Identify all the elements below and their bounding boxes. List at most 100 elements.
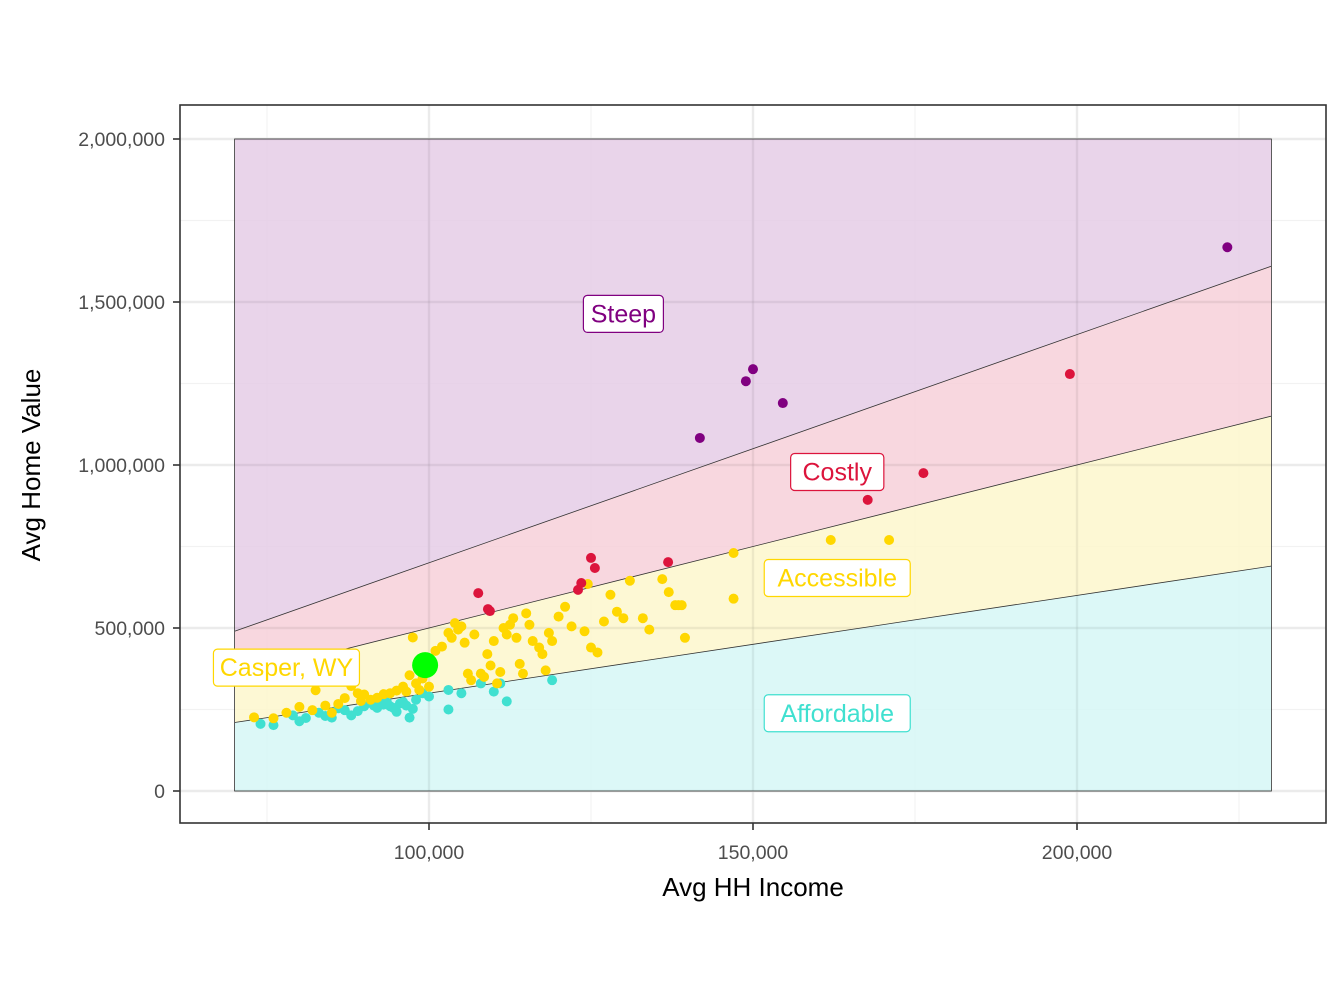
label-affordable: Affordable <box>763 694 911 733</box>
data-point-accessible <box>644 624 655 635</box>
data-point-accessible <box>637 613 648 624</box>
y-tick-label: 2,000,000 <box>78 129 165 151</box>
y-tick-label: 1,000,000 <box>78 455 165 477</box>
data-point-accessible <box>598 616 609 627</box>
data-point-accessible <box>514 658 525 669</box>
data-point-costly <box>862 494 873 505</box>
svg-text:Steep: Steep <box>591 300 656 328</box>
data-point-accessible <box>501 629 512 640</box>
boundary-line-ratio-7 <box>234 265 1272 632</box>
data-point-accessible <box>268 713 279 724</box>
data-point-steep <box>694 432 705 443</box>
data-point-accessible <box>605 589 616 600</box>
x-axis: 100,000 150,000 200,000 <box>394 823 1113 864</box>
data-point-accessible <box>676 600 687 611</box>
region-boundary-lines <box>234 138 1272 792</box>
data-point-affordable <box>424 691 434 702</box>
data-point-accessible <box>618 613 629 624</box>
data-point-accessible <box>657 574 668 585</box>
data-point-accessible <box>825 534 836 545</box>
data-point-accessible <box>485 660 496 671</box>
label-steep: Steep <box>582 294 665 334</box>
svg-text:Casper, WY: Casper, WY <box>220 654 354 682</box>
data-point-affordable <box>255 718 266 729</box>
data-point-costly <box>589 563 600 574</box>
data-point-accessible <box>624 575 635 586</box>
svg-text:Costly: Costly <box>803 459 873 487</box>
data-point-accessible <box>517 668 528 679</box>
data-point-affordable <box>443 704 454 715</box>
x-tick-label: 200,000 <box>1042 842 1113 864</box>
data-point-steep <box>748 364 758 375</box>
data-point-accessible <box>459 637 470 648</box>
highlight-point-casper <box>412 652 439 679</box>
label-casper-wy: Casper, WY <box>212 648 361 687</box>
data-point-affordable <box>268 720 279 731</box>
data-point-accessible <box>511 632 522 643</box>
x-axis-title: Avg HH Income <box>662 872 844 902</box>
data-point-costly <box>663 557 674 568</box>
data-point-affordable <box>407 703 418 714</box>
data-point-costly <box>1064 369 1075 380</box>
data-point-accessible <box>436 641 447 652</box>
data-point-accessible <box>540 665 551 676</box>
data-point-accessible <box>482 649 493 660</box>
data-point-accessible <box>320 700 331 711</box>
data-point-accessible <box>679 632 690 643</box>
data-point-steep <box>1222 242 1233 253</box>
data-point-accessible <box>249 712 260 723</box>
data-point-accessible <box>424 681 434 692</box>
boundary-line-ratio-5 <box>234 415 1272 678</box>
data-point-accessible <box>611 606 622 617</box>
data-point-accessible <box>333 698 344 709</box>
data-point-accessible <box>466 675 477 686</box>
data-point-accessible <box>579 626 590 637</box>
data-point-accessible <box>446 632 457 643</box>
data-point-accessible <box>592 647 603 658</box>
data-point-costly <box>473 588 484 599</box>
data-point-affordable <box>501 696 512 707</box>
data-point-accessible <box>524 619 535 630</box>
data-point-accessible <box>728 548 739 559</box>
data-point-costly <box>918 468 929 479</box>
data-point-accessible <box>404 670 415 681</box>
region-band-affordable <box>234 566 1272 791</box>
data-point-accessible <box>728 593 739 604</box>
data-point-accessible <box>566 621 577 632</box>
data-point-affordable <box>300 712 311 723</box>
data-point-accessible <box>543 627 554 638</box>
data-point-accessible <box>310 685 321 696</box>
data-point-accessible <box>407 632 418 643</box>
data-point-accessible <box>488 636 499 647</box>
data-point-affordable <box>404 712 415 723</box>
x-tick-label: 150,000 <box>718 842 789 864</box>
label-accessible: Accessible <box>763 558 911 598</box>
data-point-costly <box>484 606 495 617</box>
data-point-affordable <box>488 686 499 697</box>
data-point-accessible <box>537 649 548 660</box>
data-point-affordable <box>391 706 402 717</box>
data-point-affordable <box>547 675 558 686</box>
svg-text:Accessible: Accessible <box>777 564 897 592</box>
region-outline <box>234 138 1272 792</box>
data-point-accessible <box>469 629 480 640</box>
data-point-accessible <box>339 693 350 704</box>
data-point-accessible <box>560 601 571 612</box>
plot-panel: Steep Costly Accessible Affordable Casper, W… <box>179 104 1327 824</box>
data-point-accessible <box>547 636 558 647</box>
y-tick-label: 0 <box>154 781 165 803</box>
region-annotations: Steep Costly Accessible Affordable Casper, W… <box>212 294 911 733</box>
data-point-accessible <box>326 707 337 718</box>
y-axis-title: Avg Home Value <box>16 369 46 562</box>
data-point-costly <box>573 584 584 595</box>
data-point-accessible <box>495 667 506 678</box>
data-point-accessible <box>281 707 292 718</box>
region-band-costly <box>234 266 1272 677</box>
label-costly: Costly <box>790 452 885 492</box>
data-point-accessible <box>527 636 538 647</box>
svg-text:Affordable: Affordable <box>780 700 894 728</box>
data-point-accessible <box>508 613 519 624</box>
data-point-affordable <box>411 694 422 705</box>
y-tick-label: 1,500,000 <box>78 292 165 314</box>
data-point-steep <box>740 376 751 387</box>
